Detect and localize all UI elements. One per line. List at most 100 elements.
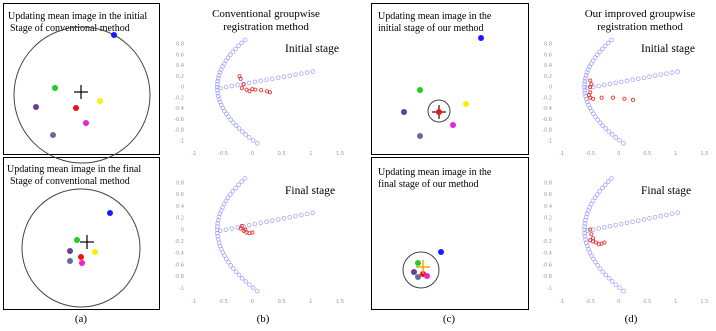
- a-top-boundary-circle: [13, 26, 151, 164]
- x-tick-label: -1: [191, 151, 196, 157]
- registration-marker: [267, 90, 272, 95]
- boundary-marker: [231, 266, 236, 271]
- boundary-marker: [216, 240, 222, 246]
- boundary-marker: [582, 230, 587, 236]
- boundary-marker: [597, 188, 602, 194]
- boundary-marker: [621, 288, 626, 294]
- boundary-marker: [247, 135, 252, 140]
- a-bottom-boundary-circle: [21, 188, 141, 308]
- boundary-marker: [613, 282, 619, 287]
- y-tick-label: -1: [179, 138, 184, 144]
- diagonal-marker: [275, 217, 281, 222]
- boundary-marker: [254, 288, 260, 294]
- y-tick-label: -1: [547, 138, 552, 144]
- registration-marker: [247, 89, 252, 94]
- boundary-marker: [236, 43, 241, 49]
- boundary-marker: [216, 96, 222, 102]
- boundary-marker: [583, 76, 588, 81]
- c-top-green-dot: [417, 87, 423, 93]
- panel-a-initial-line2: Stage of conventional method: [10, 23, 130, 34]
- diagonal-marker: [607, 81, 613, 87]
- boundary-marker: [594, 192, 600, 197]
- caption-c: (c): [442, 313, 456, 325]
- stage-b-initial: Initial stage: [285, 43, 339, 55]
- x-tick-label: 0: [251, 299, 254, 305]
- boundary-marker: [239, 129, 245, 134]
- boundary-marker: [600, 123, 606, 128]
- a-top-crosshair: [74, 85, 88, 99]
- boundary-marker: [592, 195, 598, 201]
- title-d-line2: registration method: [597, 21, 683, 33]
- c-bottom-boundary-circle: [402, 251, 440, 289]
- c-top-inner-circle: [427, 99, 451, 123]
- a-bottom-red-dot: [78, 254, 84, 260]
- y-tick-label: 0.6: [544, 52, 552, 58]
- registration-marker: [250, 230, 255, 235]
- boundary-marker: [250, 138, 256, 143]
- a-top-yellow-dot: [97, 98, 103, 104]
- registration-marker: [587, 92, 592, 98]
- diagonal-marker: [235, 82, 240, 88]
- stage-d-initial: Initial stage: [641, 43, 695, 55]
- x-tick-label: 1.5: [336, 151, 344, 157]
- plot-d-initial: 0.8 0.6 0.4 0.2 0 -0.2 -0.4 -0.6 -0.8 -1 -1 -0.5 0 0.…: [542, 37, 708, 157]
- y-tick-label: -0.6: [174, 117, 184, 123]
- y-tick-label: -0.8: [174, 128, 184, 134]
- y-tick-label: 0.4: [176, 204, 184, 210]
- boundary-marker: [597, 49, 602, 55]
- diagonal-marker: [298, 71, 304, 76]
- boundary-marker: [613, 135, 619, 140]
- boundary-marker: [247, 282, 252, 287]
- registration-marker: [588, 78, 593, 83]
- y-tick-label: 0.2: [544, 74, 552, 80]
- boundary-marker: [606, 275, 612, 281]
- boundary-marker: [225, 195, 231, 201]
- diagonal-marker: [635, 218, 641, 223]
- diagonal-marker: [669, 70, 675, 75]
- registration-marker: [244, 87, 249, 92]
- diagonal-marker: [618, 221, 624, 227]
- boundary-marker: [592, 55, 598, 61]
- boundary-marker: [228, 263, 234, 268]
- boundary-marker: [582, 84, 587, 90]
- boundary-marker: [584, 240, 589, 246]
- boundary-marker: [223, 58, 229, 63]
- c-top-purple-dot: [401, 109, 407, 115]
- diagonal-marker: [223, 84, 229, 90]
- diagonal-marker: [652, 214, 658, 220]
- registration-marker: [622, 96, 627, 101]
- diagonal-marker: [641, 75, 647, 81]
- diagonal-marker: [647, 216, 652, 221]
- diagonal-marker: [293, 213, 298, 219]
- title-d-line1: Our improved groupwise: [584, 8, 696, 20]
- title-b-line2: registration method: [223, 21, 309, 33]
- x-tick-label: -0.5: [585, 151, 595, 157]
- boundary-marker: [617, 138, 622, 143]
- x-tick-label: 1: [674, 299, 677, 305]
- diagonal-marker: [675, 210, 681, 216]
- diagonal-marker: [669, 211, 675, 217]
- boundary-marker: [214, 84, 220, 90]
- boundary-marker: [217, 70, 223, 75]
- panel-c-final-line1: Updating mean image in the: [378, 167, 492, 178]
- boundary-marker: [224, 256, 229, 262]
- boundary-marker: [597, 120, 603, 125]
- registration-marker: [239, 85, 244, 91]
- diagonal-marker: [624, 78, 630, 84]
- diagonal-marker: [602, 82, 607, 88]
- boundary-marker: [584, 96, 589, 102]
- diagonal-marker: [613, 222, 618, 228]
- boundary-marker: [236, 126, 242, 131]
- diagonal-marker: [298, 212, 304, 218]
- registration-marker: [241, 82, 246, 87]
- boundary-marker: [583, 217, 588, 223]
- panel-c-initial: Updating mean image in the initial stage…: [371, 3, 529, 155]
- diagonal-marker: [246, 80, 252, 86]
- diagonal-marker: [630, 77, 635, 83]
- y-tick-label: -0.8: [174, 274, 184, 280]
- c-bottom-purple-dot: [411, 269, 417, 275]
- boundary-marker: [216, 237, 221, 242]
- x-tick-label: 0: [617, 151, 620, 157]
- y-tick-label: -0.6: [542, 117, 552, 123]
- boundary-marker: [239, 275, 245, 281]
